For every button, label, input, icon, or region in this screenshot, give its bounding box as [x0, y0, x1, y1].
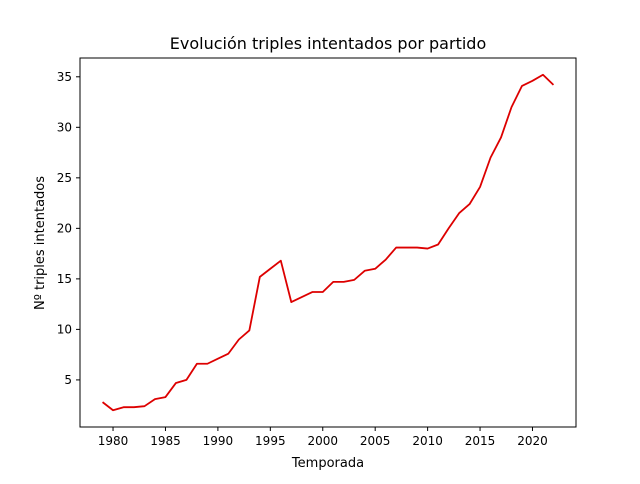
- y-tick-label: 30: [57, 120, 72, 134]
- chart-title: Evolución triples intentados por partido: [170, 34, 486, 53]
- y-tick-label: 20: [57, 221, 72, 235]
- x-tick-label: 1985: [150, 434, 181, 448]
- y-tick-label: 25: [57, 171, 72, 185]
- x-tick-label: 2000: [307, 434, 338, 448]
- x-tick-label: 2015: [465, 434, 496, 448]
- y-tick-label: 10: [57, 322, 72, 336]
- y-tick-label: 5: [64, 373, 72, 387]
- y-tick-label: 35: [57, 70, 72, 84]
- x-tick-label: 2010: [412, 434, 443, 448]
- x-axis-label: Temporada: [291, 456, 364, 471]
- x-tick-label: 1990: [203, 434, 234, 448]
- y-axis-label: Nº triples intentados: [33, 176, 48, 310]
- x-tick-label: 2005: [360, 434, 391, 448]
- x-tick-label: 1995: [255, 434, 286, 448]
- y-tick-label: 15: [57, 272, 72, 286]
- x-tick-label: 2020: [517, 434, 548, 448]
- x-axis-ticks: 1980 1985 1990 1995 2000 2005 2010 2015 2020: [98, 427, 548, 448]
- x-tick-label: 1980: [98, 434, 129, 448]
